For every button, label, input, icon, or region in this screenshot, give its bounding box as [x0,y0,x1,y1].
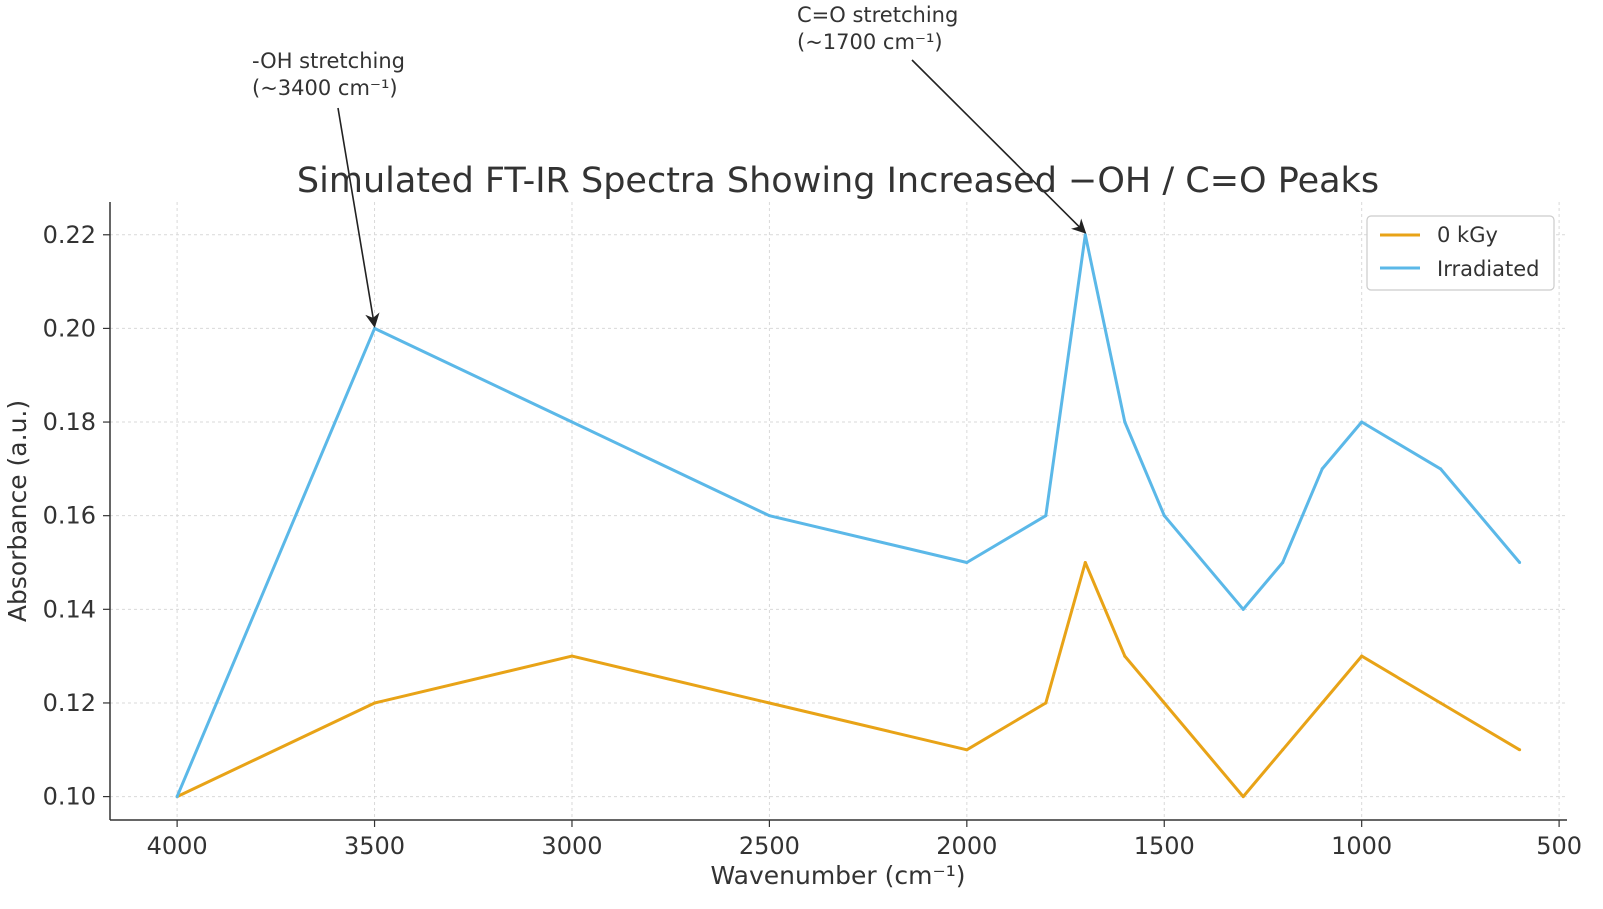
x-tick-label: 500 [1536,832,1582,860]
series-line-0-kgy [176,561,1521,799]
data-point-0-kgy [965,748,969,752]
data-point-0-kgy [570,654,574,658]
y-tick-label: 0.18 [43,408,96,436]
axes [109,202,1567,821]
data-point-irradiated [1162,514,1166,518]
y-tick-label: 0.20 [43,314,96,342]
y-tick-label: 0.12 [43,689,96,717]
data-point-irradiated [570,420,574,424]
data-point-0-kgy [1439,701,1443,705]
grid [110,202,1567,820]
data-point-0-kgy [1281,748,1285,752]
x-tick-label: 2500 [739,832,800,860]
data-point-irradiated [1518,561,1522,564]
data-point-irradiated [1083,233,1087,237]
data-point-irradiated [1044,514,1048,518]
y-ticks: 0.10 0.12 0.14 0.16 0.18 0.20 0.22 [43,221,110,811]
x-tick-label: 4000 [147,832,208,860]
annotation-arrow [337,107,380,328]
data-point-irradiated [1123,420,1127,424]
data-point-0-kgy [767,701,771,705]
annotation-title: -OH stretching [252,49,405,73]
x-tick-label: 1500 [1134,832,1195,860]
data-point-irradiated [1281,561,1285,564]
legend-label-0-kgy: 0 kGy [1437,223,1498,247]
data-point-0-kgy [1044,701,1048,705]
annotation-title: C=O stretching [797,3,958,27]
legend: 0 kGy Irradiated [1366,215,1555,291]
legend-label-irradiated: Irradiated [1437,257,1539,281]
data-point-irradiated [175,795,179,799]
x-tick-label: 3500 [344,832,405,860]
data-point-irradiated [1360,420,1364,424]
data-point-0-kgy [1518,748,1522,752]
x-tick-label: 2000 [936,832,997,860]
x-tick-label: 3000 [541,832,602,860]
chart-title: Simulated FT-IR Spectra Showing Increase… [297,161,1379,201]
data-point-0-kgy [373,701,377,705]
y-tick-label: 0.16 [43,502,96,530]
series [175,233,1522,799]
data-point-irradiated [373,326,377,330]
data-point-0-kgy [1241,795,1245,799]
x-ticks: 4000 3500 3000 2500 2000 1500 1000 500 [147,820,1582,860]
data-point-0-kgy [1162,701,1166,705]
y-tick-label: 0.14 [43,595,96,623]
x-tick-label: 1000 [1331,832,1392,860]
annotation-subtitle: (~1700 cm⁻¹) [797,30,943,54]
annotation-subtitle: (~3400 cm⁻¹) [252,76,398,100]
data-point-irradiated [1439,467,1443,471]
annotation-arrow [911,59,1087,234]
data-point-0-kgy [1320,701,1324,705]
data-point-0-kgy [1360,654,1364,658]
data-point-0-kgy [1123,654,1127,658]
y-tick-label: 0.10 [43,783,96,811]
data-point-0-kgy [1083,561,1087,564]
y-axis-label: Absorbance (a.u.) [3,400,32,622]
x-axis-label: Wavenumber (cm⁻¹) [711,861,966,890]
data-point-irradiated [965,561,969,564]
data-point-irradiated [1241,607,1245,611]
y-tick-label: 0.22 [43,221,96,249]
annotations: -OH stretching (~3400 cm⁻¹) C=O stretching… [252,3,1087,328]
data-point-irradiated [767,514,771,518]
data-point-irradiated [1320,467,1324,471]
